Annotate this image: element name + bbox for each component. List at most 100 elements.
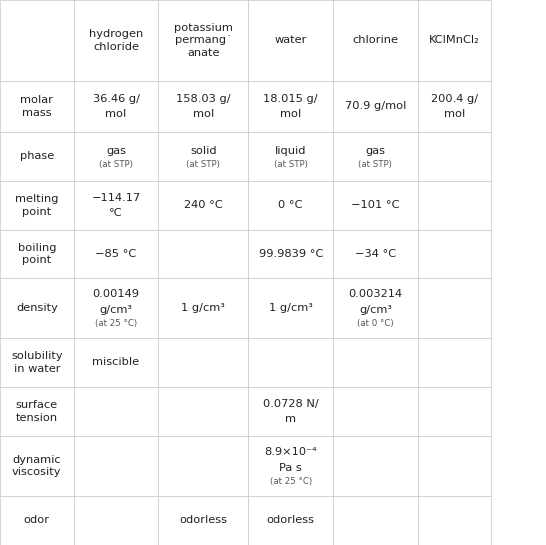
Text: g/cm³: g/cm³ [359,305,392,314]
Text: liquid: liquid [275,146,306,155]
Text: °C: °C [109,208,123,218]
Bar [158,436,248,496]
Text: −34 °C: −34 °C [355,249,396,259]
Bar [74,230,158,278]
Bar [248,81,333,132]
Bar [74,0,158,81]
Bar [333,278,418,338]
Bar [158,0,248,81]
Bar [418,0,491,81]
Bar [74,132,158,181]
Text: gas: gas [106,146,126,155]
Text: g/cm³: g/cm³ [99,305,133,314]
Bar [248,0,333,81]
Text: (at STP): (at STP) [358,160,393,168]
Bar [248,278,333,338]
Bar [333,0,418,81]
Bar [158,181,248,230]
Bar [333,436,418,496]
Text: 0.0728 N/: 0.0728 N/ [263,399,319,409]
Text: odorless: odorless [267,516,314,525]
Text: density: density [16,303,58,313]
Bar [0,0,74,81]
Bar [74,496,158,545]
Text: odor: odor [24,516,50,525]
Bar [333,230,418,278]
Text: −85 °C: −85 °C [96,249,136,259]
Text: odorless: odorless [180,516,227,525]
Bar [74,338,158,387]
Text: gas: gas [365,146,385,155]
Text: 8.9×10⁻⁴: 8.9×10⁻⁴ [264,447,317,457]
Bar [0,81,74,132]
Bar [0,338,74,387]
Bar [158,338,248,387]
Text: −101 °C: −101 °C [351,201,400,210]
Bar [418,338,491,387]
Bar [74,278,158,338]
Bar [158,387,248,436]
Bar [418,278,491,338]
Bar [333,338,418,387]
Text: hydrogen
chloride: hydrogen chloride [89,29,143,52]
Bar [248,181,333,230]
Bar [248,338,333,387]
Text: miscible: miscible [92,358,140,367]
Bar [0,132,74,181]
Bar [333,132,418,181]
Text: mol: mol [280,109,301,119]
Text: (at STP): (at STP) [99,160,133,168]
Text: molar
mass: molar mass [20,95,54,118]
Text: 99.9839 °C: 99.9839 °C [259,249,323,259]
Text: −114.17: −114.17 [91,193,141,203]
Text: (at STP): (at STP) [186,160,221,168]
Bar [248,230,333,278]
Text: 36.46 g/: 36.46 g/ [92,94,140,104]
Text: (at STP): (at STP) [274,160,308,168]
Text: mol: mol [105,109,127,119]
Text: 0 °C: 0 °C [278,201,303,210]
Bar [333,496,418,545]
Text: 70.9 g/mol: 70.9 g/mol [345,101,406,111]
Text: melting
point: melting point [15,194,58,216]
Bar [0,387,74,436]
Text: 1 g/cm³: 1 g/cm³ [269,303,313,313]
Bar [248,496,333,545]
Text: dynamic
viscosity: dynamic viscosity [12,455,62,477]
Bar [0,278,74,338]
Text: mol: mol [444,109,465,119]
Text: solid: solid [190,146,217,155]
Text: (at 25 °C): (at 25 °C) [270,477,312,486]
Bar [158,132,248,181]
Bar [333,387,418,436]
Bar [0,496,74,545]
Text: 240 °C: 240 °C [184,201,223,210]
Text: 158.03 g/: 158.03 g/ [176,94,231,104]
Bar [0,181,74,230]
Text: surface
tension: surface tension [16,400,58,422]
Text: water: water [275,35,307,45]
Bar [0,230,74,278]
Text: 200.4 g/: 200.4 g/ [431,94,478,104]
Text: 18.015 g/: 18.015 g/ [263,94,318,104]
Bar [158,81,248,132]
Text: (at 25 °C): (at 25 °C) [95,319,137,328]
Bar [418,387,491,436]
Bar [418,81,491,132]
Bar [158,496,248,545]
Bar [333,81,418,132]
Text: 0.003214: 0.003214 [348,289,402,299]
Text: boiling
point: boiling point [17,243,56,265]
Text: solubility
in water: solubility in water [11,351,63,373]
Bar [418,230,491,278]
Text: m: m [285,414,296,424]
Text: Pa s: Pa s [280,463,302,473]
Text: 1 g/cm³: 1 g/cm³ [181,303,225,313]
Text: phase: phase [20,152,54,161]
Text: mol: mol [193,109,214,119]
Bar [418,496,491,545]
Bar [158,278,248,338]
Bar [158,230,248,278]
Bar [248,132,333,181]
Text: (at 0 °C): (at 0 °C) [357,319,394,328]
